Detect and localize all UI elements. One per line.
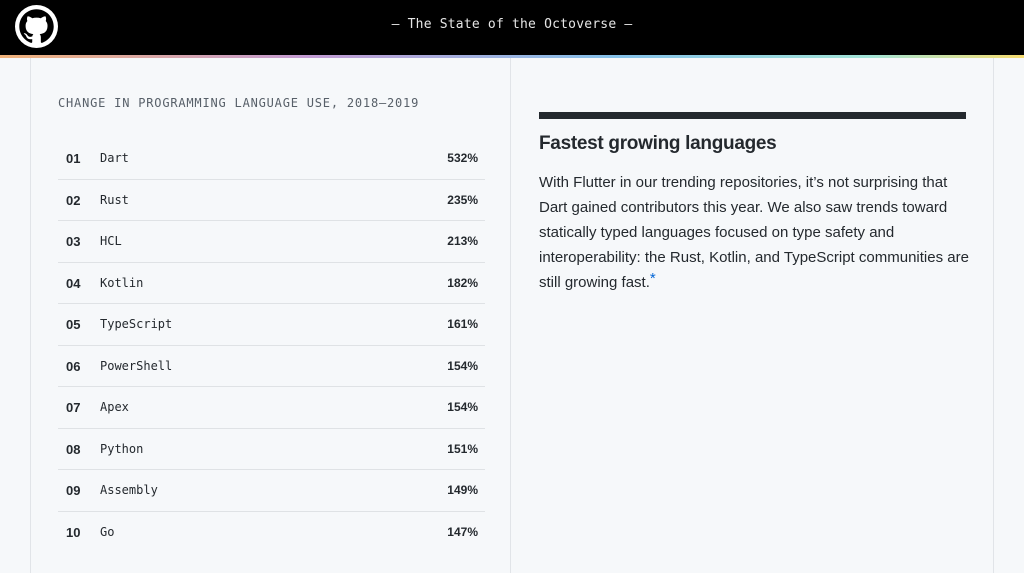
growth-percent: 161%: [447, 317, 478, 331]
language-name: Assembly: [100, 483, 158, 497]
article-panel: Fastest growing languages With Flutter i…: [511, 58, 994, 573]
language-list: 01 Dart 532% 02 Rust 235% 03 HCL 213% 04…: [58, 138, 485, 553]
rank-number: 01: [66, 151, 81, 166]
table-row: 03 HCL 213%: [58, 221, 485, 263]
language-name: Kotlin: [100, 275, 144, 290]
rank-number: 09: [66, 483, 81, 498]
github-octocat-icon[interactable]: [15, 5, 58, 48]
language-name: Dart: [100, 151, 129, 165]
rank-number: 08: [66, 441, 81, 457]
article-body: With Flutter in our trending repositorie…: [539, 170, 969, 295]
growth-percent: 213%: [447, 234, 478, 248]
table-row: 04 Kotlin 182%: [58, 263, 485, 304]
language-name: PowerShell: [100, 358, 173, 373]
growth-percent: 151%: [447, 441, 478, 456]
rank-number: 05: [66, 317, 81, 332]
table-row: 09 Assembly 149%: [58, 470, 485, 512]
table-row: 02 Rust 235%: [58, 180, 485, 221]
rank-number: 02: [66, 192, 81, 208]
language-name: Go: [100, 524, 115, 539]
rank-number: 07: [66, 400, 81, 415]
top-bar: — The State of the Octoverse —: [0, 0, 1024, 56]
language-name: Rust: [100, 192, 129, 207]
rank-number: 03: [66, 234, 81, 249]
rank-number: 06: [66, 358, 81, 374]
language-name: TypeScript: [100, 317, 173, 331]
rank-number: 04: [66, 275, 81, 291]
table-title: CHANGE IN PROGRAMMING LANGUAGE USE, 2018…: [58, 96, 420, 110]
article-body-text: With Flutter in our trending repositorie…: [539, 174, 969, 291]
table-row: 07 Apex 154%: [58, 387, 485, 429]
header-gradient-divider: [0, 55, 1024, 58]
growth-percent: 154%: [447, 358, 478, 373]
language-table-panel: CHANGE IN PROGRAMMING LANGUAGE USE, 2018…: [30, 58, 511, 573]
footnote-link[interactable]: *: [649, 270, 656, 287]
growth-percent: 532%: [447, 151, 478, 165]
language-name: Python: [100, 441, 144, 456]
language-name: HCL: [100, 234, 122, 248]
growth-percent: 235%: [447, 192, 478, 207]
table-row: 01 Dart 532%: [58, 138, 485, 180]
table-row: 10 Go 147%: [58, 512, 485, 554]
language-name: Apex: [100, 400, 129, 414]
site-title: — The State of the Octoverse —: [391, 17, 633, 32]
rank-number: 10: [66, 524, 81, 540]
table-row: 06 PowerShell 154%: [58, 346, 485, 387]
growth-percent: 154%: [447, 400, 478, 414]
growth-percent: 147%: [447, 524, 478, 539]
table-row: 08 Python 151%: [58, 429, 485, 470]
table-row: 05 TypeScript 161%: [58, 304, 485, 346]
growth-percent: 182%: [447, 275, 478, 290]
heading-accent-bar: [539, 112, 966, 119]
article-heading: Fastest growing languages: [539, 133, 777, 154]
growth-percent: 149%: [447, 483, 478, 497]
